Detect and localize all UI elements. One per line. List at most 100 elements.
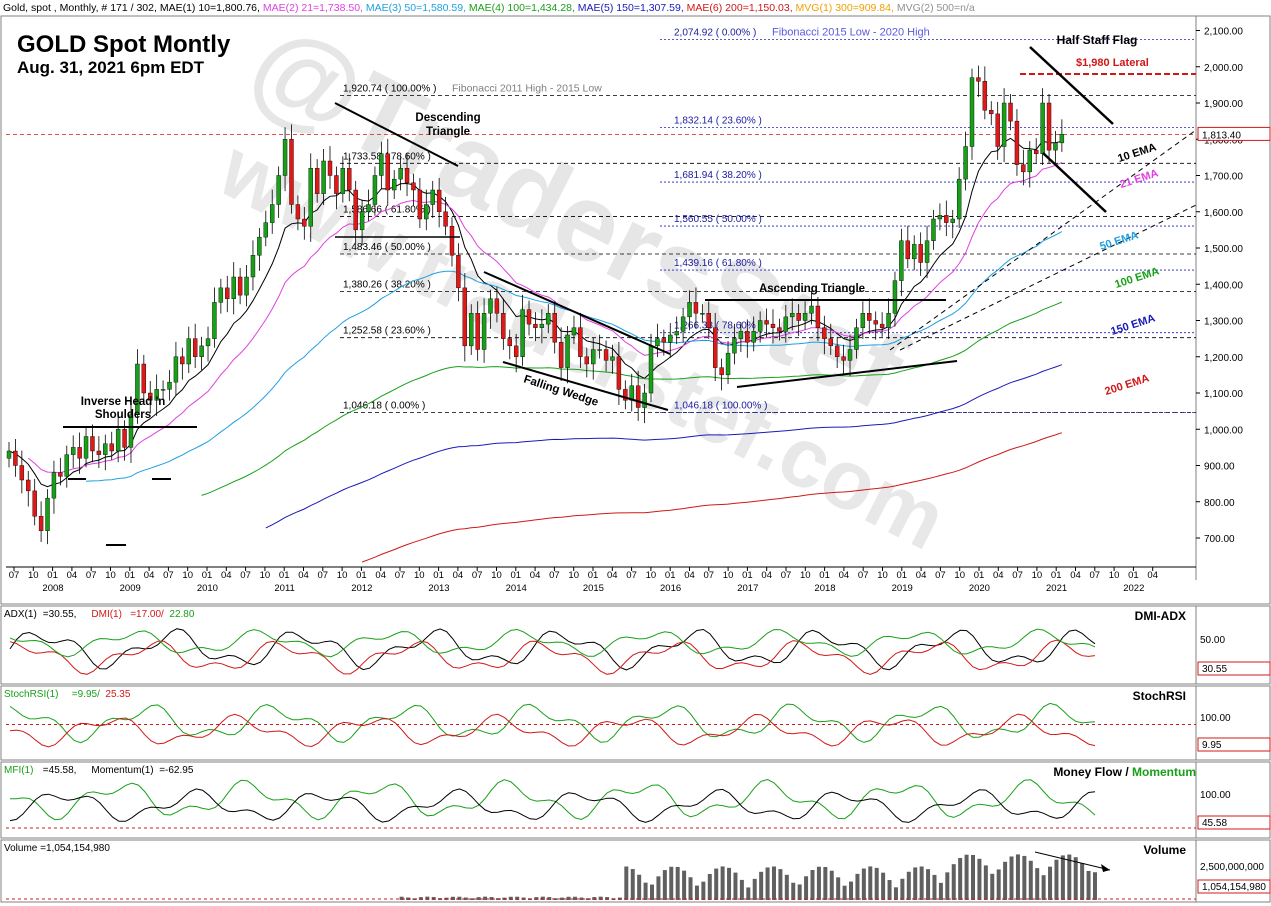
x-tick-label: 01 — [1051, 570, 1062, 581]
candle-body — [584, 356, 589, 365]
volume-bar — [1073, 857, 1078, 900]
candle-body — [167, 381, 172, 390]
fib-label-2011: 1,380.26 ( 38.20% ) — [343, 279, 431, 290]
x-tick-label: 07 — [9, 570, 20, 581]
candle-body — [1027, 149, 1032, 173]
annotation-label: Triangle — [426, 126, 470, 138]
candle-body — [1053, 142, 1058, 151]
candle-body — [700, 313, 705, 315]
indicator-line — [9, 628, 1096, 658]
annotation-label: Half Staff Flag — [1057, 33, 1138, 47]
x-tick-label: 10 — [1109, 570, 1120, 581]
volume-bar — [688, 877, 693, 900]
candle-body — [956, 178, 962, 220]
candle-body — [103, 443, 108, 455]
x-year-label: 2008 — [42, 583, 63, 594]
volume-bar — [1035, 868, 1040, 900]
volume-bar — [771, 866, 776, 900]
indicator-legend-value: =17.00/ — [130, 609, 164, 620]
indicator-panel-border — [0, 605, 1271, 685]
indicator-last-box — [1197, 661, 1271, 676]
volume-bar — [450, 896, 455, 900]
x-tick-label: 01 — [819, 570, 830, 581]
indicator-legend-value: =45.58, — [43, 765, 77, 776]
header-indicator-1: MAE(2) 21=1,738.50, — [259, 2, 363, 14]
indicator-y-tick: 50.00 — [1200, 635, 1225, 646]
candle-body — [115, 429, 121, 452]
candle-body — [237, 276, 243, 296]
volume-bar — [662, 870, 667, 900]
candle-body — [488, 298, 493, 314]
candle-body — [340, 168, 346, 194]
y-tick-label: 1,300.00 — [1204, 317, 1243, 328]
pattern-line — [483, 271, 671, 355]
y-tick-label: 700.00 — [1204, 534, 1235, 545]
candle-body — [854, 327, 859, 350]
y-tick-label: 1,000.00 — [1204, 425, 1243, 436]
candle-body — [860, 313, 866, 328]
volume-bar — [836, 877, 841, 900]
x-tick-label: 01 — [433, 570, 444, 581]
candle-body — [481, 313, 487, 350]
trend-dashed-line — [899, 204, 1197, 351]
volume-bar — [540, 896, 545, 900]
candle-body — [783, 316, 789, 332]
pattern-line — [334, 102, 459, 167]
candle-body — [282, 139, 288, 176]
candle-body — [886, 313, 891, 328]
candle-body — [674, 331, 679, 336]
candle-body — [507, 338, 512, 347]
volume-bar — [1086, 870, 1091, 900]
indicator-last-box — [1197, 737, 1271, 752]
indicator-last-box — [1197, 879, 1271, 894]
volume-bar — [926, 869, 931, 900]
volume-bar — [656, 876, 661, 900]
candle-body — [873, 320, 878, 325]
candle-body — [160, 389, 166, 391]
ema-line-200 — [361, 432, 1063, 563]
candle-body — [276, 175, 281, 205]
candle-body — [353, 189, 358, 231]
price-panel: 700.00 800.00 900.00 1,000.00 1,100.00 1,200.… — [0, 0, 1271, 605]
volume-bar — [919, 866, 924, 900]
ema-line-150 — [265, 364, 1063, 529]
volume-bar — [579, 897, 584, 900]
candle-body — [680, 316, 686, 332]
candle-body — [546, 313, 551, 325]
indicator-legend-value: =9.95/ — [72, 689, 100, 700]
volume-bar — [977, 858, 982, 900]
candle-body — [302, 218, 307, 227]
y-tick-label: 800.00 — [1204, 498, 1235, 509]
x-tick-label: 07 — [549, 570, 560, 581]
candle-body — [1046, 102, 1052, 151]
candle-body — [96, 450, 102, 455]
volume-bar — [842, 885, 847, 900]
candle-body — [64, 454, 69, 477]
annotation-label: Shoulders — [95, 409, 151, 421]
x-year-label: 2018 — [814, 583, 835, 594]
candle-body — [321, 160, 326, 194]
fib-label-2015: 1,832.14 ( 23.60% ) — [674, 116, 762, 127]
candle-body — [366, 204, 371, 212]
volume-bar — [701, 881, 706, 900]
x-tick-label: 07 — [781, 570, 792, 581]
indicator-last-value: 1,054,154,980 — [1202, 882, 1266, 893]
candle-body — [751, 331, 756, 343]
fib-label-2015: 1,681.94 ( 38.20% ) — [674, 170, 762, 181]
candle-body — [424, 204, 429, 220]
volume-bar — [816, 866, 821, 900]
candle-body — [931, 218, 936, 241]
volume-bar — [983, 865, 988, 900]
candle-body — [449, 226, 455, 256]
candle-body — [648, 345, 654, 394]
candle-body — [950, 218, 955, 223]
y-tick-label: 900.00 — [1204, 462, 1235, 473]
volume-bar — [752, 878, 757, 900]
x-tick-label: 10 — [337, 570, 348, 581]
price-panel-border — [0, 15, 1271, 605]
candle-body — [796, 313, 801, 321]
x-tick-label: 01 — [125, 570, 136, 581]
candle-body — [976, 77, 981, 82]
volume-bar — [1080, 863, 1085, 900]
